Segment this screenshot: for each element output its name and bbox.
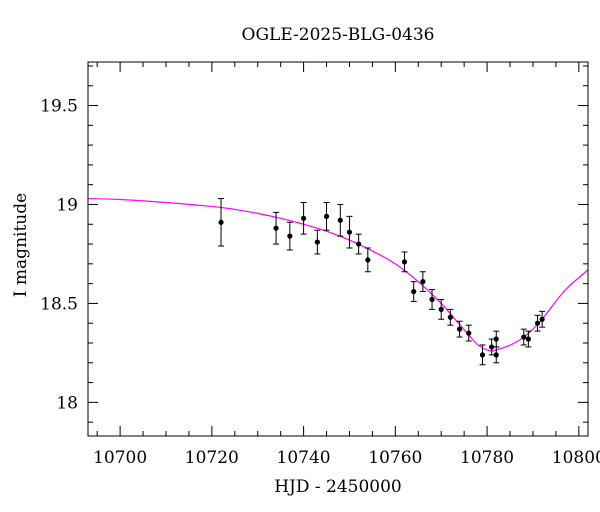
point-marker [521,334,527,340]
data-point [525,330,532,348]
data-point [364,247,371,273]
point-marker [479,352,486,358]
point-marker [539,316,545,322]
x-tick-label: 10740 [277,448,331,468]
data-point [429,289,436,310]
chart-title: OGLE-2025-BLG-0436 [242,25,435,45]
data-point [337,203,344,237]
data-point [346,215,353,249]
data-point [419,271,426,293]
y-axis-label: I magnitude [11,193,31,297]
x-tick-label: 10760 [368,448,422,468]
x-tick-label: 10800 [552,448,600,468]
point-marker [420,279,426,285]
data-point [539,310,546,328]
x-tick-label: 10780 [460,448,514,468]
data-point [479,344,486,366]
point-marker [323,213,330,219]
point-marker [525,336,531,342]
point-marker [356,241,362,247]
point-marker [493,336,499,342]
data-point [401,251,408,273]
point-marker [218,219,224,225]
point-marker [429,296,435,303]
point-marker [314,239,320,245]
point-marker [411,288,417,295]
y-tick-label: 18 [56,393,78,413]
point-marker [337,217,343,223]
point-marker [456,326,463,332]
data-point [286,221,293,251]
data-point [314,229,321,255]
point-marker [447,314,453,320]
point-marker [365,257,371,263]
y-tick-label: 19 [56,195,78,215]
plot-area [88,197,588,366]
x-tick-label: 10720 [185,448,239,468]
point-marker [438,306,444,312]
y-tick-label: 18.5 [40,294,78,314]
data-point [410,281,417,302]
point-marker [273,225,279,231]
plot-frame [87,61,589,437]
tick-labels: 10700 10720 10740 10760 10780 10800 18 18.5 19 19… [40,97,600,468]
point-marker [346,229,353,235]
data-point [355,233,362,255]
data-point [493,330,500,348]
axis-ticks [88,62,588,436]
data-point [520,328,527,346]
point-marker [401,259,408,265]
data-point [447,308,454,326]
data-point [438,298,445,320]
y-tick-label: 19.5 [40,97,78,117]
data-point [323,201,330,231]
point-marker [493,352,499,358]
data-point [273,211,280,245]
data-point [456,320,463,338]
point-marker [534,320,541,326]
x-axis-label: HJD - 2450000 [274,477,402,497]
data-point [300,201,307,235]
point-marker [287,233,293,239]
data-points [218,198,546,366]
data-point [465,324,472,342]
point-marker [466,330,472,336]
x-tick-label: 10700 [93,448,147,468]
point-marker [489,344,495,350]
data-point [218,198,225,247]
point-marker [300,215,307,221]
data-point [534,314,541,332]
